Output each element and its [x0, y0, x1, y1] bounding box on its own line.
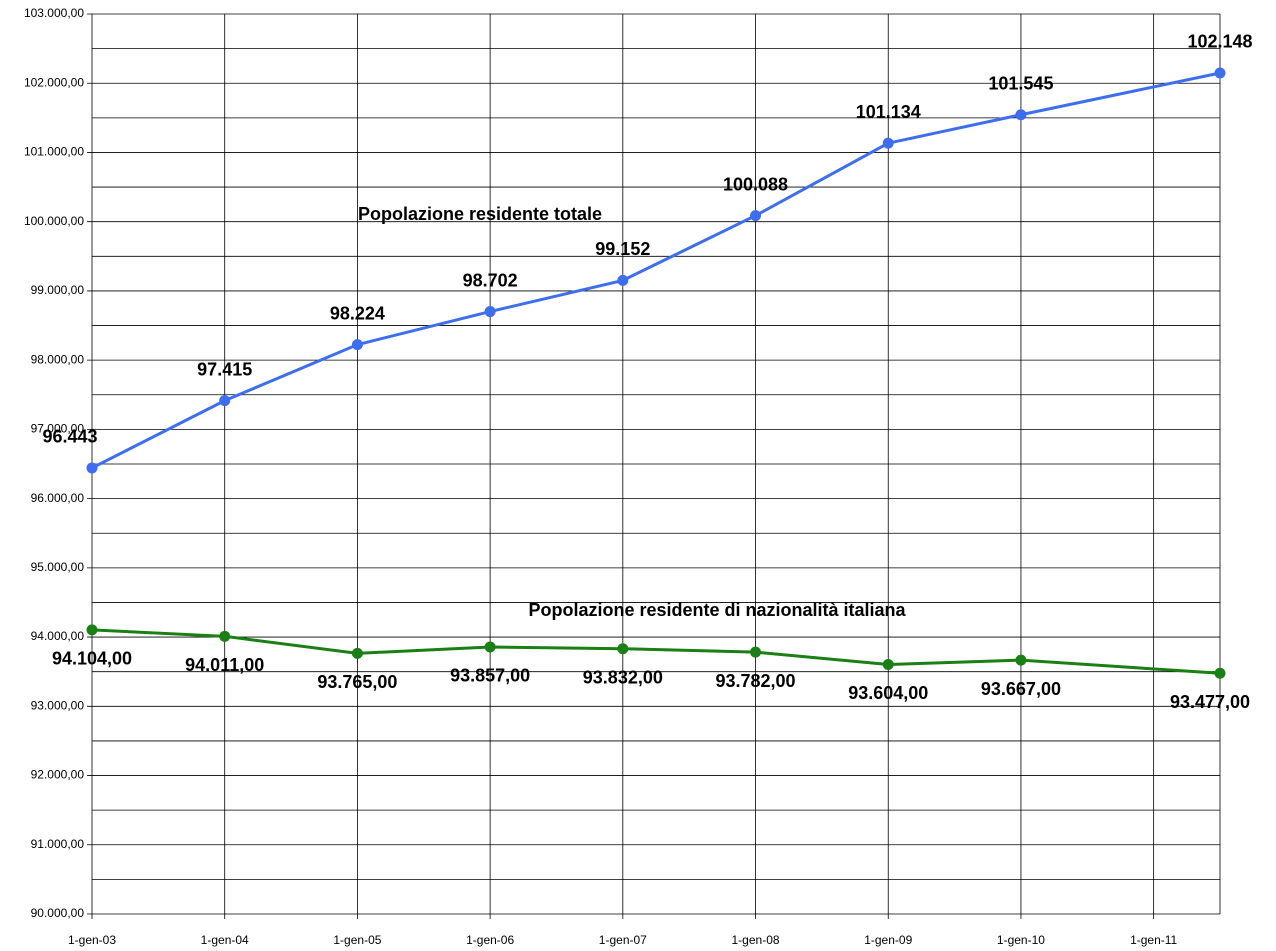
y-tick-label: 100.000,00: [24, 214, 84, 228]
y-tick-label: 101.000,00: [24, 145, 84, 159]
x-tick-label: 1-gen-11: [1130, 933, 1177, 947]
data-label: 93.857,00: [450, 666, 530, 686]
data-point: [484, 306, 496, 318]
data-label: 101.134: [856, 102, 921, 122]
data-label: 94.104,00: [52, 649, 132, 669]
data-point: [86, 624, 98, 636]
y-tick-label: 99.000,00: [31, 283, 85, 297]
y-tick-label: 94.000,00: [31, 629, 85, 643]
data-label: 97.415: [197, 359, 252, 379]
data-point: [617, 643, 629, 655]
x-tick-label: 1-gen-04: [201, 933, 249, 947]
data-label: 100.088: [723, 174, 788, 194]
data-point: [351, 647, 363, 659]
data-point: [1015, 109, 1027, 121]
data-point: [86, 462, 98, 474]
data-label: 98.224: [330, 303, 385, 323]
data-point: [484, 641, 496, 653]
y-tick-label: 98.000,00: [31, 352, 85, 366]
y-tick-label: 91.000,00: [31, 837, 85, 851]
data-point: [1015, 654, 1027, 666]
data-label: 102.148: [1187, 32, 1252, 52]
x-tick-label: 1-gen-05: [333, 933, 381, 947]
data-label: 93.782,00: [715, 671, 795, 691]
data-point: [750, 210, 762, 222]
y-tick-label: 92.000,00: [31, 768, 85, 782]
data-label: 101.545: [988, 73, 1053, 93]
data-label: 93.667,00: [981, 679, 1061, 699]
y-tick-label: 97.000,00: [31, 422, 85, 436]
data-point: [617, 274, 629, 286]
y-tick-label: 96.000,00: [31, 491, 85, 505]
data-label: 93.477,00: [1170, 692, 1250, 712]
data-point: [219, 395, 231, 407]
data-point: [750, 646, 762, 658]
x-tick-label: 1-gen-06: [466, 933, 514, 947]
y-tick-label: 90.000,00: [31, 906, 85, 920]
data-point: [351, 339, 363, 351]
data-point: [882, 658, 894, 670]
annotation: Popolazione residente totale: [358, 204, 602, 224]
data-label: 93.604,00: [848, 683, 928, 703]
series-line: [91, 71, 1221, 470]
x-tick-label: 1-gen-03: [68, 933, 116, 947]
data-label: 93.765,00: [317, 672, 397, 692]
data-label: 94.011,00: [185, 655, 264, 675]
data-point: [219, 630, 231, 642]
data-label: 93.832,00: [583, 667, 663, 687]
x-tick-label: 1-gen-07: [599, 933, 647, 947]
data-label: 98.702: [463, 270, 518, 290]
x-tick-label: 1-gen-09: [864, 933, 912, 947]
data-point: [882, 137, 894, 149]
data-label: 99.152: [595, 239, 650, 259]
y-tick-label: 95.000,00: [31, 560, 85, 574]
data-label: 96.443: [42, 427, 97, 447]
data-point: [1214, 667, 1226, 679]
y-tick-label: 103.000,00: [24, 6, 84, 20]
x-tick-label: 1-gen-08: [732, 933, 780, 947]
x-tick-label: 1-gen-10: [997, 933, 1045, 947]
y-tick-label: 93.000,00: [31, 698, 85, 712]
data-point: [1214, 67, 1226, 79]
y-tick-label: 102.000,00: [24, 75, 84, 89]
